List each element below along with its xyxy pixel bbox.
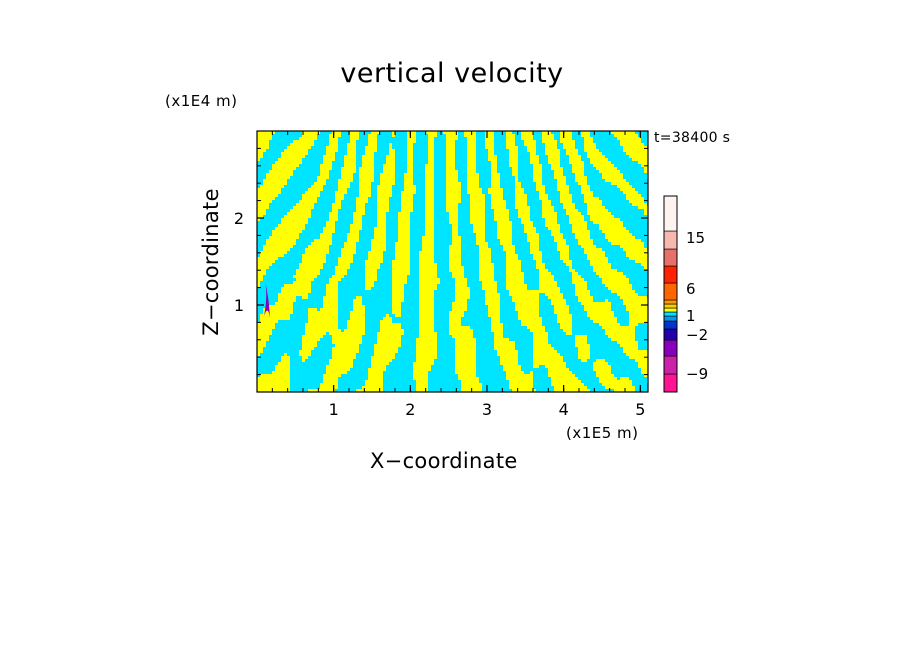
colorbar-band — [663, 195, 678, 232]
colorbar-band — [663, 230, 678, 250]
velocity-field — [257, 131, 648, 392]
colorbar-band — [663, 265, 678, 284]
x-tick-label: 3 — [482, 400, 492, 419]
colorbar-frame — [663, 195, 678, 393]
x-tick-label: 2 — [405, 400, 415, 419]
colorbar-tick-label: −9 — [686, 365, 708, 383]
y-tick-label: 1 — [234, 296, 244, 315]
colorbar: 15 6 1−2 −9 — [663, 195, 708, 393]
y-tick-label: 2 — [234, 209, 244, 228]
x-tick-label: 4 — [559, 400, 569, 419]
x-axis-label: X−coordinate — [370, 449, 518, 473]
colorbar-tick-label: 1 — [686, 307, 696, 325]
colorbar-band — [663, 315, 678, 322]
colorbar-band — [663, 299, 678, 305]
x-tick-label: 1 — [329, 400, 339, 419]
x-unit-label: (x1E5 m) — [566, 424, 639, 442]
colorbar-band — [663, 307, 678, 313]
colorbar-tick-label: −2 — [686, 326, 708, 344]
axes: 1 2 3 4 5 1 2 — [234, 131, 648, 419]
positive-velocity-region — [257, 131, 648, 392]
colorbar-band — [663, 303, 678, 309]
chart-title: vertical velocity — [340, 58, 564, 89]
colorbar-band — [663, 320, 678, 330]
colorbar-tick-label: 6 — [686, 280, 696, 298]
colorbar-band — [663, 355, 678, 375]
colorbar-band — [663, 339, 678, 357]
strong-updraft-core — [264, 281, 270, 318]
colorbar-band — [663, 328, 678, 341]
colorbar-tick-label: 15 — [686, 229, 705, 247]
colorbar-band — [663, 373, 678, 393]
time-annotation: t=38400 s — [654, 130, 731, 146]
colorbar-band — [663, 311, 678, 317]
colorbar-band — [663, 282, 678, 301]
y-unit-label: (x1E4 m) — [165, 92, 238, 110]
colorbar-band — [663, 248, 678, 267]
plot-frame — [256, 130, 649, 393]
x-tick-label: 5 — [635, 400, 645, 419]
